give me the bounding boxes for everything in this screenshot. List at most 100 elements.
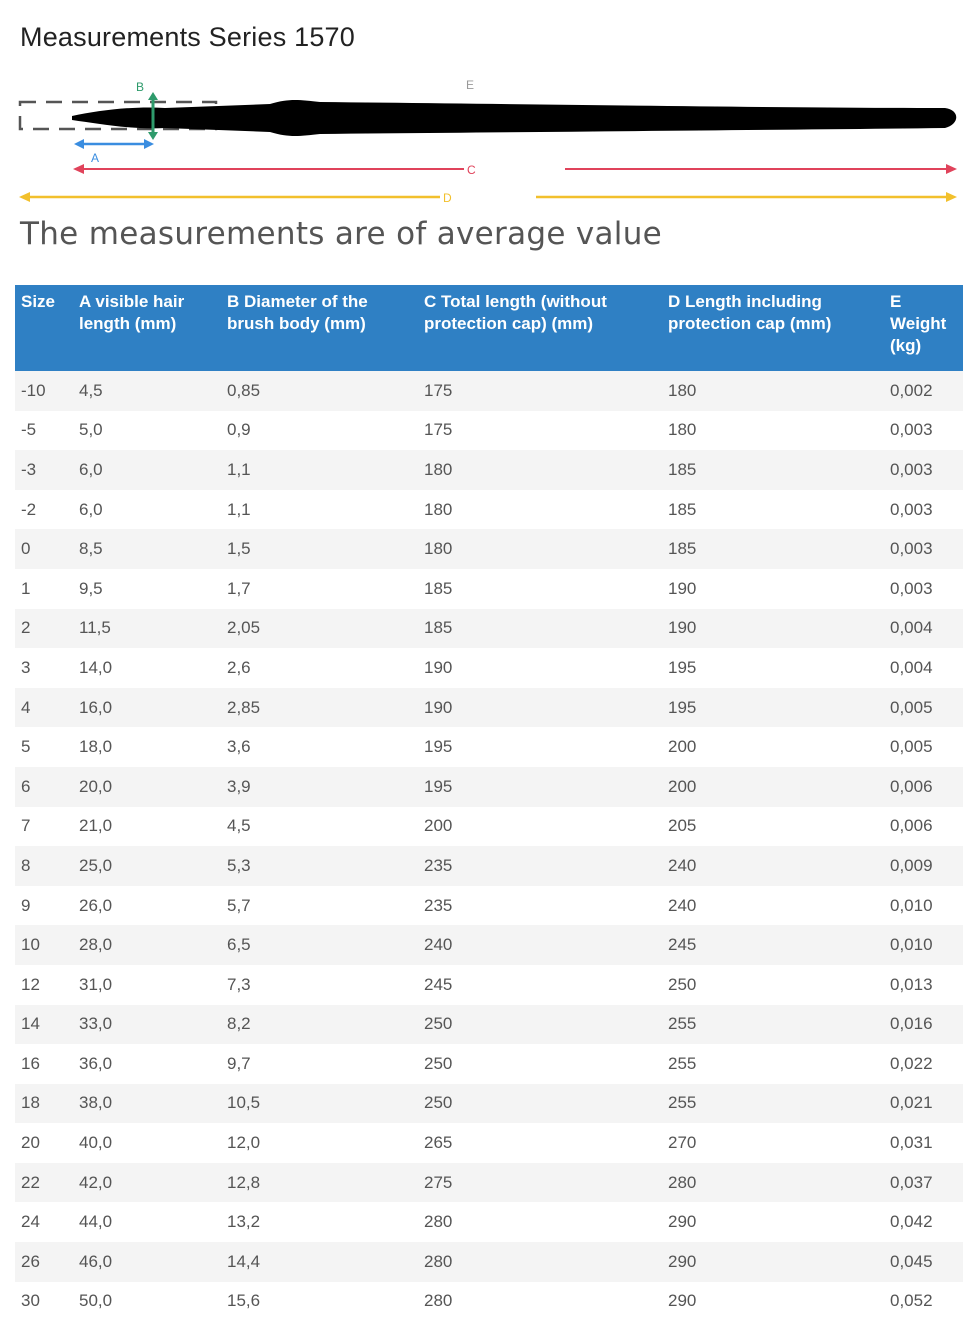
cell-brush-body-diameter: 3,6 (221, 727, 418, 767)
cell-total-length: 180 (418, 489, 662, 530)
cell-brush-body-diameter: 5,7 (221, 885, 418, 926)
table-row: 0 8,5 1,5 180 185 0,003 (15, 529, 963, 569)
table-row: 22 42,0 12,8 275 280 0,037 (15, 1162, 963, 1203)
cell-visible-hair-length: 46,0 (73, 1242, 221, 1282)
cell-total-length: 185 (418, 568, 662, 609)
cell-brush-body-diameter: 0,9 (221, 410, 418, 451)
table-row: -5 5,0 0,9 175 180 0,003 (15, 410, 963, 451)
cell-length-with-cap: 250 (662, 964, 884, 1005)
cell-visible-hair-length: 6,0 (73, 489, 221, 530)
table-row: 12 31,0 7,3 245 250 0,013 (15, 964, 963, 1005)
table-header-row: Size A visible hair length (mm) B Diamet… (15, 285, 963, 371)
table-row: 1 9,5 1,7 185 190 0,003 (15, 568, 963, 609)
cell-brush-body-diameter: 6,5 (221, 925, 418, 965)
table-row: 3 14,0 2,6 190 195 0,004 (15, 648, 963, 688)
cell-length-with-cap: 180 (662, 371, 884, 411)
cell-length-with-cap: 255 (662, 1004, 884, 1045)
cell-weight: 0,016 (884, 1004, 963, 1045)
cell-total-length: 185 (418, 608, 662, 649)
cell-total-length: 280 (418, 1242, 662, 1282)
cell-visible-hair-length: 21,0 (73, 806, 221, 847)
table-row: 8 25,0 5,3 235 240 0,009 (15, 846, 963, 886)
cell-size: 18 (15, 1083, 73, 1124)
cell-visible-hair-length: 38,0 (73, 1083, 221, 1124)
cell-weight: 0,006 (884, 766, 963, 807)
cell-size: 26 (15, 1242, 73, 1282)
table-row: 9 26,0 5,7 235 240 0,010 (15, 885, 963, 926)
table-row: 20 40,0 12,0 265 270 0,031 (15, 1123, 963, 1163)
cell-brush-body-diameter: 1,5 (221, 529, 418, 569)
a-arrow-left (74, 139, 84, 149)
c-label: C (467, 163, 476, 177)
cell-length-with-cap: 190 (662, 608, 884, 649)
cell-total-length: 250 (418, 1083, 662, 1124)
cell-visible-hair-length: 14,0 (73, 648, 221, 688)
table-row: 18 38,0 10,5 250 255 0,021 (15, 1083, 963, 1124)
cell-total-length: 190 (418, 687, 662, 728)
c-arrow-left (73, 164, 84, 174)
table-row: -10 4,5 0,85 175 180 0,002 (15, 371, 963, 411)
e-label: E (466, 78, 474, 92)
cell-total-length: 265 (418, 1123, 662, 1163)
cell-visible-hair-length: 44,0 (73, 1202, 221, 1243)
cell-size: 14 (15, 1004, 73, 1045)
cell-size: 7 (15, 806, 73, 847)
cell-brush-body-diameter: 12,8 (221, 1162, 418, 1203)
table-row: 4 16,0 2,85 190 195 0,005 (15, 687, 963, 728)
cell-size: 12 (15, 964, 73, 1005)
table-row: 6 20,0 3,9 195 200 0,006 (15, 766, 963, 807)
cell-length-with-cap: 190 (662, 568, 884, 609)
cell-visible-hair-length: 28,0 (73, 925, 221, 965)
cell-length-with-cap: 280 (662, 1162, 884, 1203)
cell-size: -5 (15, 410, 73, 451)
table-row: 14 33,0 8,2 250 255 0,016 (15, 1004, 963, 1045)
cell-brush-body-diameter: 12,0 (221, 1123, 418, 1163)
cell-visible-hair-length: 11,5 (73, 608, 221, 649)
cell-visible-hair-length: 8,5 (73, 529, 221, 569)
a-arrow-right (144, 139, 154, 149)
cell-total-length: 235 (418, 885, 662, 926)
cell-size: 16 (15, 1044, 73, 1084)
cell-weight: 0,005 (884, 727, 963, 767)
cell-length-with-cap: 200 (662, 766, 884, 807)
cell-weight: 0,021 (884, 1083, 963, 1124)
subtitle: The measurements are of average value (20, 216, 663, 252)
cell-total-length: 250 (418, 1004, 662, 1045)
cell-size: 4 (15, 687, 73, 728)
header-weight: E Weight (kg) (884, 285, 963, 371)
d-arrow-right (946, 192, 957, 202)
cell-visible-hair-length: 26,0 (73, 885, 221, 926)
cell-brush-body-diameter: 9,7 (221, 1044, 418, 1084)
table-body: -10 4,5 0,85 175 180 0,002 -5 5,0 0,9 175 180 0,003… (15, 371, 963, 1322)
header-total-length: C Total length (without protection cap) … (418, 285, 662, 371)
cell-total-length: 195 (418, 766, 662, 807)
cell-brush-body-diameter: 3,9 (221, 766, 418, 807)
d-arrow-left (19, 192, 30, 202)
cell-size: 1 (15, 568, 73, 609)
cell-total-length: 190 (418, 648, 662, 688)
cell-visible-hair-length: 6,0 (73, 450, 221, 490)
cell-length-with-cap: 290 (662, 1202, 884, 1243)
cell-total-length: 180 (418, 529, 662, 569)
table-row: -3 6,0 1,1 180 185 0,003 (15, 450, 963, 490)
b-label: B (136, 80, 144, 94)
a-label: A (91, 151, 99, 165)
cell-visible-hair-length: 4,5 (73, 371, 221, 411)
cell-brush-body-diameter: 15,6 (221, 1281, 418, 1322)
cell-length-with-cap: 185 (662, 489, 884, 530)
cell-size: -10 (15, 371, 73, 411)
table-row: 10 28,0 6,5 240 245 0,010 (15, 925, 963, 965)
cell-brush-body-diameter: 7,3 (221, 964, 418, 1005)
cell-brush-body-diameter: 1,1 (221, 450, 418, 490)
measurements-table: Size A visible hair length (mm) B Diamet… (15, 285, 963, 1322)
cell-size: 9 (15, 885, 73, 926)
cell-visible-hair-length: 16,0 (73, 687, 221, 728)
cell-size: 5 (15, 727, 73, 767)
cell-total-length: 175 (418, 371, 662, 411)
cell-size: 22 (15, 1162, 73, 1203)
cell-length-with-cap: 185 (662, 450, 884, 490)
cell-brush-body-diameter: 2,05 (221, 608, 418, 649)
cell-visible-hair-length: 9,5 (73, 568, 221, 609)
cell-brush-body-diameter: 4,5 (221, 806, 418, 847)
cell-brush-body-diameter: 13,2 (221, 1202, 418, 1243)
